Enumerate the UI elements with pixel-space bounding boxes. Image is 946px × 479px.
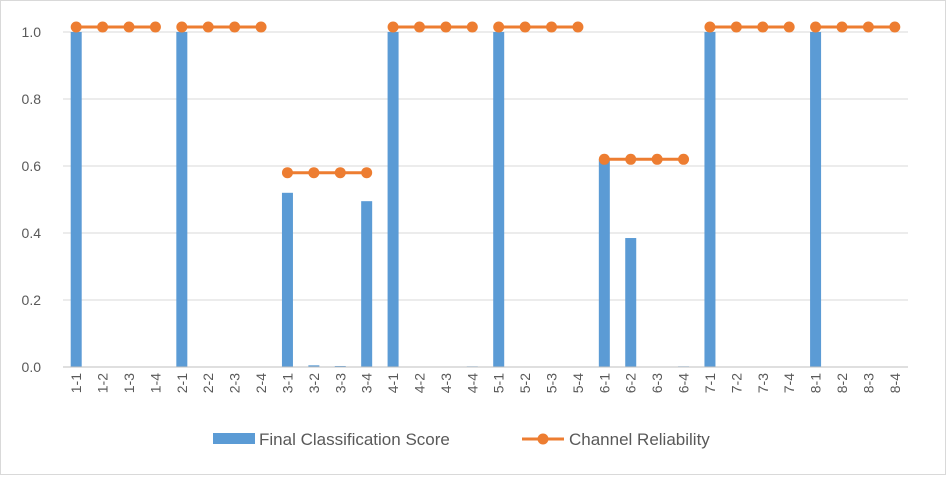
reliability-point-6-4 (678, 153, 690, 165)
reliability-point-4-4 (466, 21, 478, 33)
y-tick-label: 0.4 (22, 225, 42, 241)
reliability-point-7-2 (730, 21, 742, 33)
x-tick-label: 4-3 (438, 373, 454, 393)
bar-6-1 (598, 159, 610, 367)
bar-3-3 (334, 365, 346, 367)
reliability-point-2-4 (255, 21, 267, 33)
legend: Final Classification Score Channel Reliab… (213, 430, 710, 449)
bar-3-2 (308, 365, 320, 367)
reliability-point-4-1 (387, 21, 399, 33)
x-tick-label: 3-3 (332, 373, 348, 393)
legend-label-bar: Final Classification Score (259, 430, 450, 449)
x-tick-label: 2-2 (200, 373, 216, 393)
reliability-point-7-1 (704, 21, 716, 33)
x-axis: 1-1 1-2 1-3 1-4 2-1 2-2 2-3 2-4 3-1 3-2 3-3 3-4 4-1 4… (63, 366, 908, 393)
x-tick-label: 1-3 (121, 373, 137, 393)
reliability-point-7-3 (757, 21, 769, 33)
reliability-point-2-2 (202, 21, 214, 33)
x-tick-label: 7-4 (781, 373, 797, 393)
legend-label-line: Channel Reliability (569, 430, 710, 449)
x-tick-label: 4-4 (464, 373, 480, 393)
reliability-point-5-1 (493, 21, 505, 33)
bar-7-1 (704, 32, 716, 367)
reliability-point-6-3 (651, 153, 663, 165)
y-tick-label: 0.6 (22, 158, 42, 174)
x-tick-label: 6-2 (623, 373, 639, 393)
x-tick-label: 5-1 (491, 373, 507, 393)
x-tick-label: 2-4 (253, 373, 269, 393)
y-tick-label: 0.8 (22, 91, 42, 107)
reliability-point-2-1 (176, 21, 188, 33)
reliability-point-1-4 (149, 21, 161, 33)
bar-3-4 (361, 201, 373, 367)
bars (70, 32, 822, 367)
reliability-point-1-2 (97, 21, 109, 33)
x-tick-label: 8-3 (860, 373, 876, 393)
y-tick-label: 0.0 (22, 359, 42, 375)
reliability-point-6-2 (625, 153, 637, 165)
reliability-point-8-2 (836, 21, 848, 33)
reliability-lines (70, 21, 901, 179)
bar-3-1 (281, 192, 293, 367)
x-tick-label: 3-2 (306, 373, 322, 393)
bar-1-1 (70, 32, 82, 367)
x-tick-label: 5-4 (570, 373, 586, 393)
legend-swatch-bar (213, 433, 255, 444)
y-axis: 0.0 0.2 0.4 0.6 0.8 1.0 (22, 24, 42, 375)
reliability-point-2-3 (229, 21, 241, 33)
reliability-point-3-2 (308, 167, 320, 179)
reliability-point-8-4 (889, 21, 901, 33)
reliability-point-5-2 (519, 21, 531, 33)
reliability-point-1-1 (70, 21, 82, 33)
reliability-point-4-3 (440, 21, 452, 33)
reliability-point-8-1 (810, 21, 822, 33)
bar-6-2 (625, 238, 637, 367)
bar-5-1 (493, 32, 505, 367)
x-tick-label: 2-3 (227, 373, 243, 393)
x-tick-label: 1-1 (68, 373, 84, 393)
reliability-point-5-3 (546, 21, 558, 33)
y-tick-label: 1.0 (22, 24, 42, 40)
x-tick-label: 7-2 (728, 373, 744, 393)
reliability-point-3-1 (281, 167, 293, 179)
x-tick-label: 4-1 (385, 373, 401, 393)
x-tick-label: 6-1 (596, 373, 612, 393)
reliability-point-3-4 (361, 167, 373, 179)
bar-2-1 (176, 32, 188, 367)
x-tick-label: 3-1 (279, 373, 295, 393)
reliability-point-6-1 (598, 153, 610, 165)
reliability-point-4-2 (413, 21, 425, 33)
reliability-point-5-4 (572, 21, 584, 33)
x-tick-label: 6-4 (676, 373, 692, 393)
reliability-point-3-3 (334, 167, 346, 179)
x-tick-label: 7-1 (702, 373, 718, 393)
x-tick-label: 8-4 (887, 373, 903, 393)
x-tick-label: 4-2 (411, 373, 427, 393)
y-tick-label: 0.2 (22, 292, 42, 308)
x-tick-label: 6-3 (649, 373, 665, 393)
x-tick-label: 1-2 (95, 373, 111, 393)
x-tick-label: 3-4 (359, 373, 375, 393)
gridlines (63, 31, 908, 301)
x-tick-label: 1-4 (147, 373, 163, 393)
x-tick-label: 8-1 (808, 373, 824, 393)
legend-swatch-marker (537, 433, 549, 445)
x-tick-label: 2-1 (174, 373, 190, 393)
reliability-point-8-3 (862, 21, 874, 33)
reliability-point-7-4 (783, 21, 795, 33)
x-tick-label: 8-2 (834, 373, 850, 393)
x-tick-label: 7-3 (755, 373, 771, 393)
bar-4-1 (387, 32, 399, 367)
x-tick-label: 5-2 (517, 373, 533, 393)
bar-8-1 (810, 32, 822, 367)
reliability-point-1-3 (123, 21, 135, 33)
x-tick-label: 5-3 (544, 373, 560, 393)
